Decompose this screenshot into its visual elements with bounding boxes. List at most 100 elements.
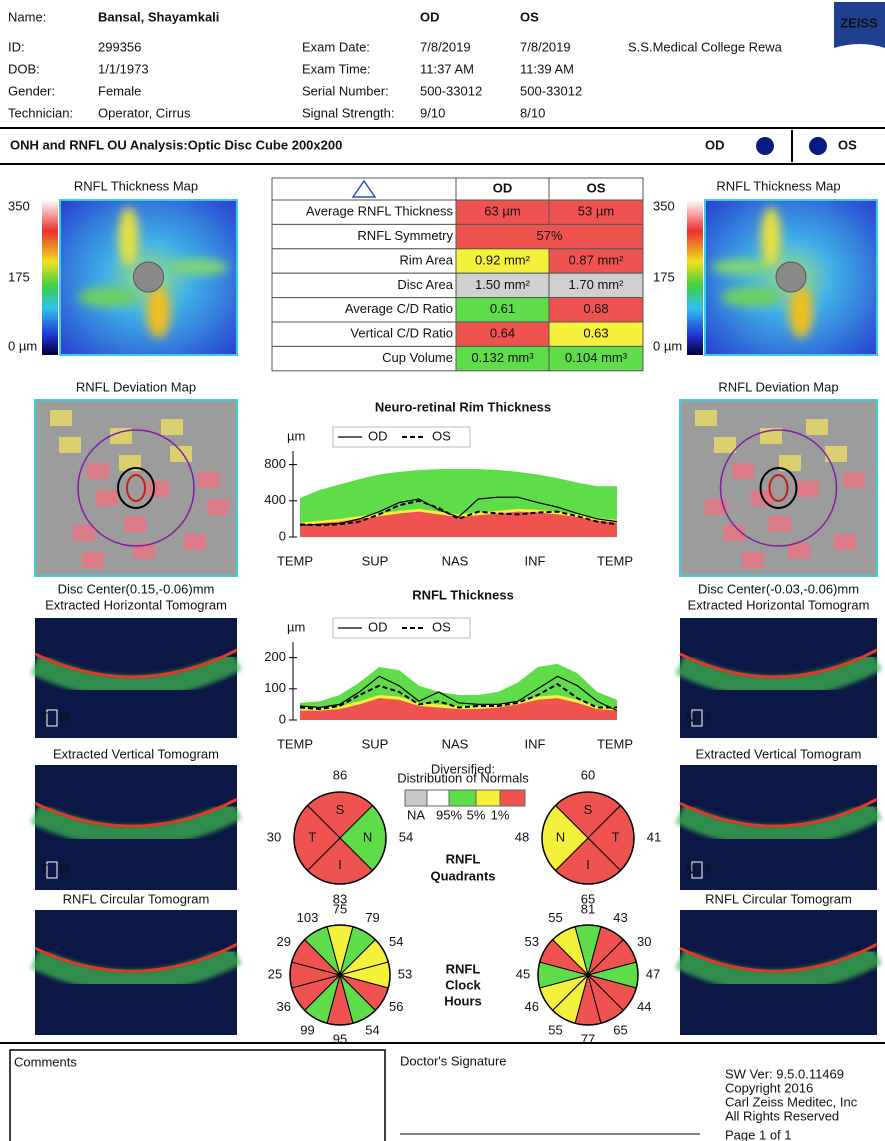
- clock-value: 75: [333, 901, 347, 916]
- software-info: Copyright 2016: [725, 1080, 813, 1095]
- field-label: Name:: [8, 9, 46, 24]
- deviation-patch: [797, 481, 819, 497]
- field-label: Technician:: [8, 105, 73, 120]
- deviation-patch: [184, 534, 206, 550]
- scale-label: 350: [653, 198, 675, 213]
- x-tick-label: INF: [525, 736, 546, 751]
- eye-header: OD: [420, 9, 440, 24]
- field-label: Exam Time:: [302, 61, 371, 76]
- panel-title: Extracted Vertical Tomogram: [696, 746, 862, 761]
- clock-value: 53: [524, 934, 538, 949]
- table-head: OS: [587, 180, 606, 195]
- orient-label: T: [705, 861, 713, 876]
- clock-value: 54: [389, 934, 403, 949]
- disc-center: Disc Center(-0.03,-0.06)mm: [698, 581, 859, 596]
- row-label: Vertical C/D Ratio: [350, 326, 453, 341]
- field-value: 7/8/2019: [420, 39, 471, 54]
- clock-value: 30: [637, 934, 651, 949]
- cell-value: 53 µm: [578, 204, 614, 219]
- software-info: SW Ver: 9.5.0.11469: [725, 1066, 844, 1081]
- legend-swatch: [427, 790, 449, 806]
- clock-value: 103: [297, 910, 319, 925]
- disc-center: Disc Center(0.15,-0.06)mm: [58, 581, 215, 596]
- clock-value: 53: [398, 966, 412, 981]
- clock-value: 55: [548, 1023, 562, 1038]
- eye-label: OS: [838, 137, 857, 152]
- clock-value: 29: [276, 934, 290, 949]
- deviation-patch: [170, 446, 192, 462]
- deviation-patch: [50, 410, 72, 426]
- sector-letter: T: [308, 829, 316, 844]
- x-tick-label: INF: [525, 553, 546, 568]
- orient-label: T: [705, 709, 713, 724]
- panel-title: RNFL Thickness Map: [74, 178, 198, 193]
- legend-swatch: [405, 790, 427, 806]
- cell-value: 0.104 mm³: [565, 350, 628, 365]
- panel-title: Extracted Horizontal Tomogram: [688, 597, 870, 612]
- x-tick-label: TEMP: [277, 553, 313, 568]
- deviation-patch: [161, 419, 183, 435]
- legend-swatch: [476, 790, 500, 806]
- report: Name:Bansal, ShayamkaliODOSID:299356Exam…: [0, 0, 885, 1141]
- row-label: Cup Volume: [382, 350, 453, 365]
- chart-title: Neuro-retinal Rim Thickness: [375, 399, 551, 414]
- clock-value: 25: [268, 966, 282, 981]
- clock-value: 77: [581, 1031, 595, 1046]
- sector-letter: N: [363, 829, 372, 844]
- panel-title: Extracted Vertical Tomogram: [53, 746, 219, 761]
- panel-title: RNFL Thickness Map: [716, 178, 840, 193]
- clock-title: RNFL: [446, 961, 481, 976]
- x-tick-label: TEMP: [597, 736, 633, 751]
- cell-value: 0.63: [583, 326, 608, 341]
- deviation-patch: [714, 437, 736, 453]
- cell-value: 57%: [536, 228, 562, 243]
- sector-letter: T: [612, 829, 620, 844]
- cell-value: 1.70 mm²: [569, 277, 625, 292]
- deviation-patch: [124, 516, 146, 532]
- eye-dot: [809, 137, 827, 155]
- field-value: 7/8/2019: [520, 39, 571, 54]
- field-label: Serial Number:: [302, 83, 389, 98]
- eye-label: OD: [705, 137, 725, 152]
- field-label: Exam Date:: [302, 39, 370, 54]
- row-label: Rim Area: [400, 252, 454, 267]
- legend-label: 1%: [491, 807, 510, 822]
- y-tick-label: 0: [279, 528, 286, 543]
- cell-value: 0.68: [583, 301, 608, 316]
- blob: [711, 259, 771, 275]
- panel-title: RNFL Deviation Map: [718, 379, 838, 394]
- sector-letter: I: [338, 857, 342, 872]
- field-value: Operator, Cirrus: [98, 105, 191, 120]
- cell-value: 0.61: [490, 301, 515, 316]
- blob: [119, 207, 139, 267]
- quadrant-title: RNFL: [446, 851, 481, 866]
- scale-label: 175: [8, 269, 30, 284]
- field-value: 8/10: [520, 105, 545, 120]
- sector-value: 30: [267, 829, 281, 844]
- patient-name: Bansal, Shayamkali: [98, 9, 219, 24]
- blob: [761, 207, 781, 267]
- legend-swatch: [500, 790, 525, 806]
- orient-label: N: [685, 861, 694, 876]
- row-label: Disc Area: [397, 277, 453, 292]
- panel-title: RNFL Deviation Map: [76, 379, 196, 394]
- orient-label: T: [40, 861, 48, 876]
- field-value: S.S.Medical College Rewa: [628, 39, 783, 54]
- clock-value: 99: [300, 1023, 314, 1038]
- clock-value: 81: [581, 901, 595, 916]
- sector-letter: S: [336, 802, 345, 817]
- field-value: 299356: [98, 39, 141, 54]
- panel-title: RNFL Circular Tomogram: [63, 891, 210, 906]
- y-tick-label: 0: [279, 711, 286, 726]
- deviation-patch: [59, 437, 81, 453]
- x-tick-label: SUP: [362, 553, 389, 568]
- clock-title: Hours: [444, 993, 482, 1008]
- clock-value: 36: [276, 999, 290, 1014]
- sector-letter: I: [586, 857, 590, 872]
- deviation-patch: [207, 499, 229, 515]
- legend-label: OD: [368, 428, 388, 443]
- clock-value: 79: [365, 910, 379, 925]
- legend-swatch: [449, 790, 476, 806]
- field-value: 500-33012: [420, 83, 482, 98]
- clock-value: 45: [516, 966, 530, 981]
